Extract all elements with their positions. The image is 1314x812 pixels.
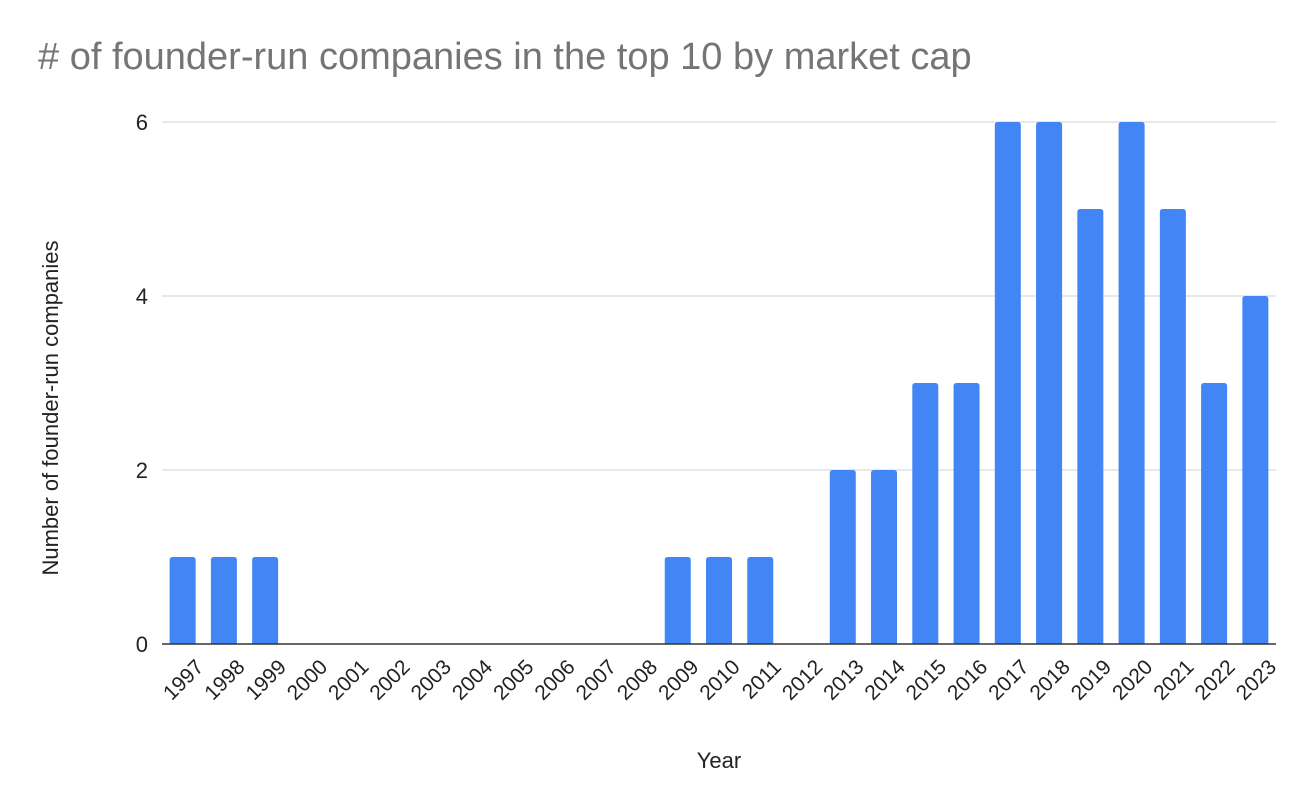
bar-1998 (210, 557, 237, 644)
bar-1997 (169, 557, 196, 644)
x-tick-label: 2011 (738, 655, 786, 703)
x-tick-label: 2018 (1025, 655, 1074, 704)
x-axis-title: Year (697, 748, 741, 773)
x-tick-label: 2012 (778, 655, 827, 704)
x-tick-label: 1999 (242, 655, 291, 704)
bar-2015 (912, 383, 939, 644)
bar-2014 (871, 470, 898, 644)
x-tick-label: 2009 (654, 655, 703, 704)
bar-2017 (994, 122, 1021, 644)
bar-2019 (1077, 209, 1104, 644)
x-tick-label: 2014 (860, 655, 910, 705)
bar-2020 (1118, 122, 1145, 644)
bar-1999 (252, 557, 279, 644)
bar-2018 (1036, 122, 1063, 644)
y-tick-label: 2 (136, 458, 148, 483)
x-tick-label: 2008 (613, 655, 662, 704)
x-tick-label: 2022 (1191, 655, 1240, 704)
x-tick-label: 2000 (283, 655, 332, 704)
x-tick-label: 1998 (200, 655, 249, 704)
y-tick-label: 0 (136, 632, 148, 657)
x-tick-label: 2013 (819, 655, 868, 704)
y-tick-label: 6 (136, 110, 148, 135)
x-tick-label: 2005 (489, 655, 538, 704)
bar-2010 (706, 557, 732, 644)
x-tick-label: 2007 (572, 655, 621, 704)
bar-2022 (1201, 383, 1228, 644)
x-tick-label: 2021 (1149, 655, 1198, 704)
x-tick-label: 2015 (902, 655, 951, 704)
x-tick-label: 2002 (365, 655, 414, 704)
bar-2016 (953, 383, 980, 644)
x-tick-label: 2016 (943, 655, 992, 704)
bar-2013 (829, 470, 856, 644)
x-tick-label: 2017 (984, 655, 1033, 704)
bar-2023 (1242, 296, 1269, 644)
x-tick-label: 2001 (324, 655, 373, 704)
bar-2021 (1159, 209, 1186, 644)
x-tick-label: 1997 (159, 655, 208, 704)
chart-title: # of founder-run companies in the top 10… (38, 36, 972, 78)
bar-2011 (747, 557, 774, 644)
y-tick-label: 4 (136, 284, 148, 309)
x-tick-label: 2004 (448, 655, 498, 705)
bar-2009 (664, 557, 691, 644)
x-tick-label: 2010 (695, 655, 744, 704)
x-tick-label: 2006 (530, 655, 579, 704)
x-tick-label: 2019 (1067, 655, 1116, 704)
y-axis-title: Number of founder-run companies (38, 240, 63, 575)
x-tick-label: 2023 (1232, 655, 1281, 704)
x-tick-label: 2003 (407, 655, 456, 704)
x-tick-label: 2020 (1108, 655, 1157, 704)
